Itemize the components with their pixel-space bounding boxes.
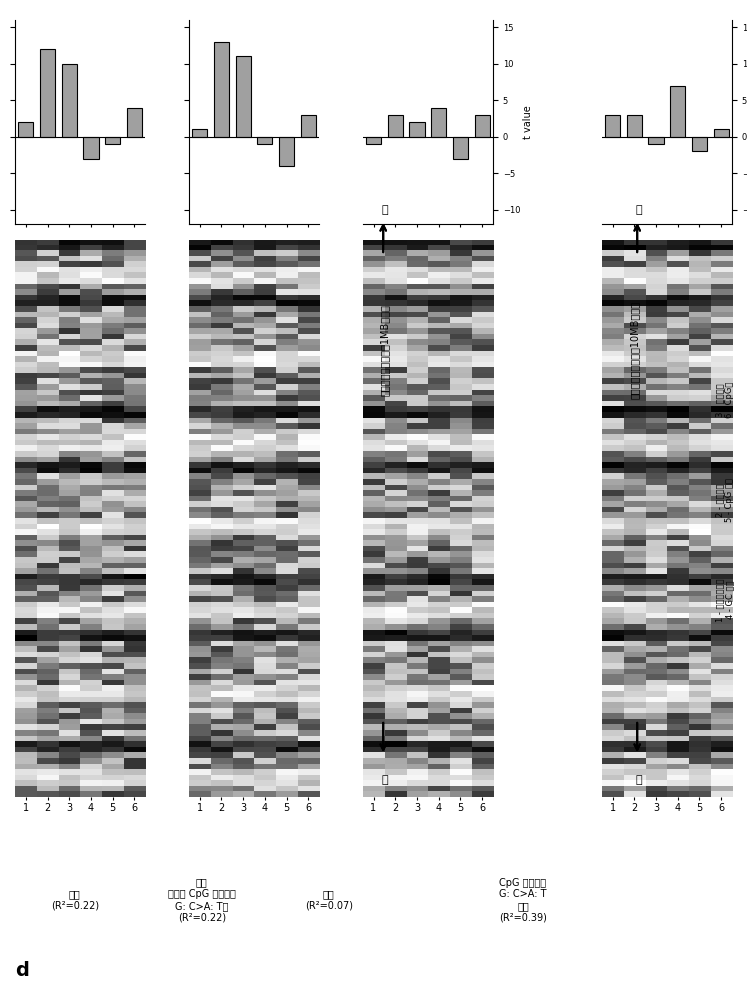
Bar <box>18 122 34 137</box>
Bar <box>192 129 207 137</box>
Bar <box>692 137 707 151</box>
Text: 颤变
(R²=0.07): 颤变 (R²=0.07) <box>305 889 353 911</box>
Bar <box>62 64 77 137</box>
Bar <box>105 137 120 144</box>
Y-axis label: t value: t value <box>523 105 533 139</box>
Bar <box>235 56 251 137</box>
Bar <box>670 86 685 137</box>
Bar <box>84 137 99 159</box>
Bar <box>279 137 294 166</box>
Text: 体细胞事件的数目（10MB窗口）: 体细胞事件的数目（10MB窗口） <box>630 301 640 399</box>
Text: 低: 低 <box>382 775 388 785</box>
Text: 3 - 简单重复
6 - CpG岛: 3 - 简单重复 6 - CpG岛 <box>715 382 734 418</box>
Bar <box>474 115 490 137</box>
Text: 高: 高 <box>636 205 642 215</box>
Bar <box>627 115 642 137</box>
Text: 取代
(R²=0.22): 取代 (R²=0.22) <box>51 889 99 911</box>
Bar <box>648 137 663 144</box>
Text: 体细胞事件的数目（1MB窗口）: 体细胞事件的数目（1MB窗口） <box>379 304 390 396</box>
Bar <box>214 42 229 137</box>
Text: 转换
（排除 CpG 位点中的
G: C>A: T）
(R²=0.22): 转换 （排除 CpG 位点中的 G: C>A: T） (R²=0.22) <box>168 878 235 922</box>
Bar <box>713 129 729 137</box>
Bar <box>388 115 403 137</box>
Bar <box>453 137 468 159</box>
Bar <box>366 137 381 144</box>
Bar <box>605 115 620 137</box>
Text: d: d <box>15 961 29 980</box>
Text: 低: 低 <box>636 775 642 785</box>
Text: CpG 位点中的
G: C>A: T
转换
(R²=0.39): CpG 位点中的 G: C>A: T 转换 (R²=0.39) <box>499 878 547 922</box>
Bar <box>431 108 446 137</box>
Bar <box>40 49 55 137</box>
Text: 2 - 复制时间
5 - CpG 含量: 2 - 复制时间 5 - CpG 含量 <box>715 478 734 522</box>
Bar <box>301 115 316 137</box>
Bar <box>127 108 142 137</box>
Text: 1 - 与端粒的距离
4 - GC 组成: 1 - 与端粒的距离 4 - GC 组成 <box>715 578 734 622</box>
Bar <box>409 122 424 137</box>
Text: 高: 高 <box>382 205 388 215</box>
Bar <box>257 137 273 144</box>
